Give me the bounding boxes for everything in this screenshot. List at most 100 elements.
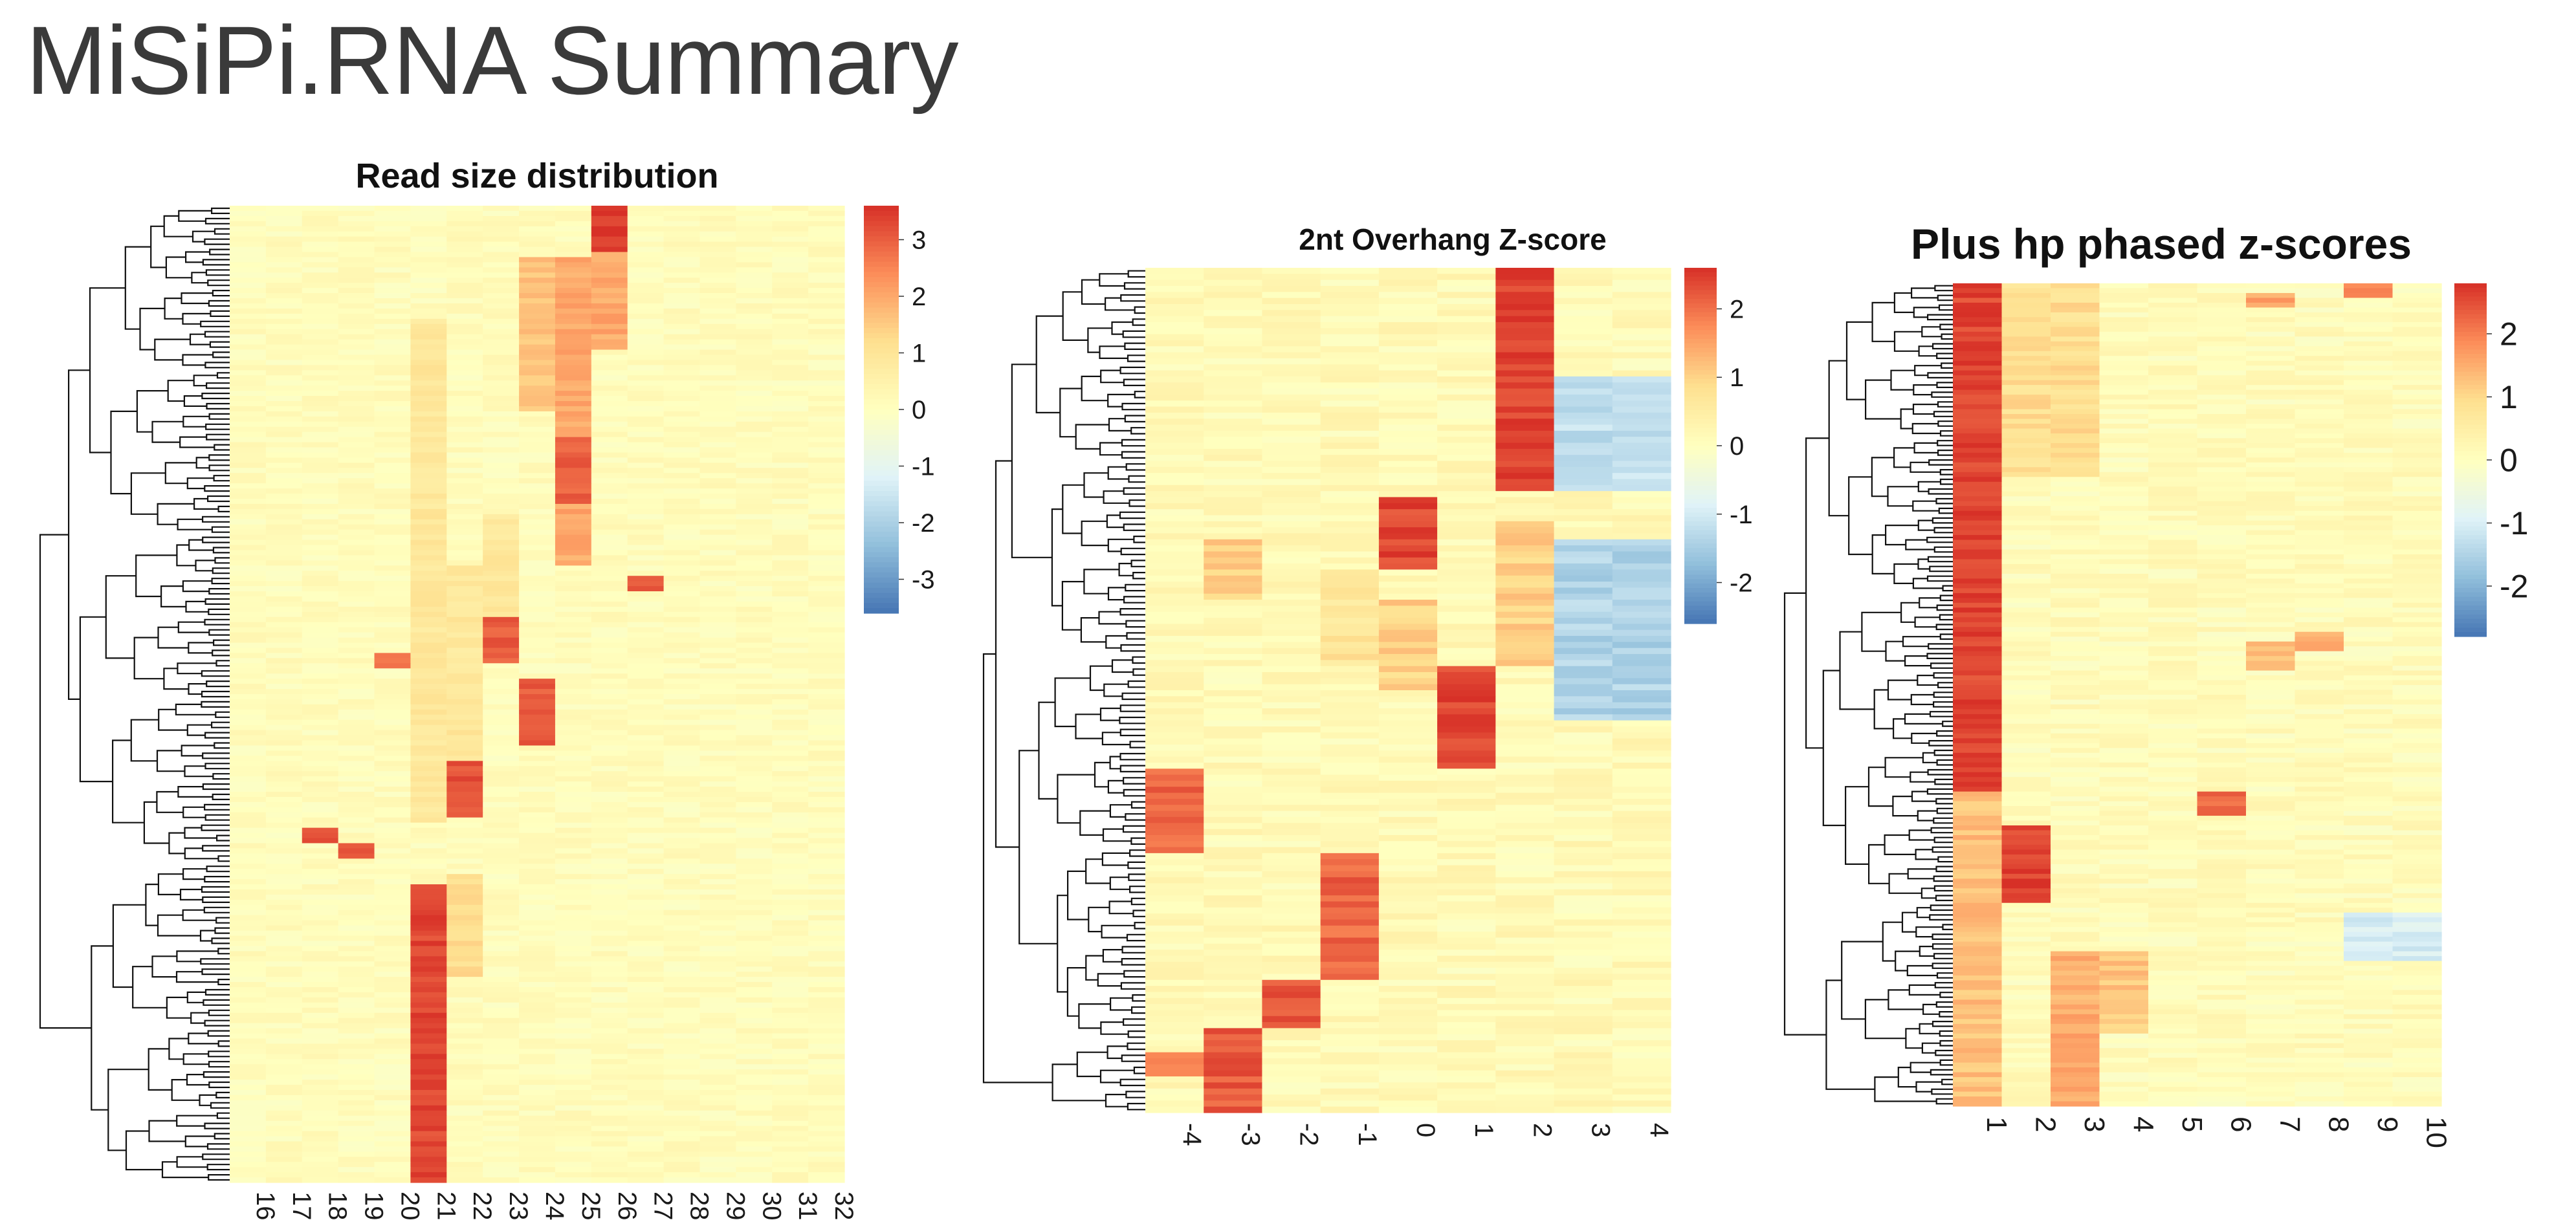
heatmap-cell xyxy=(699,719,736,726)
heatmap-cell xyxy=(302,766,339,772)
heatmap-cell xyxy=(591,889,628,895)
heatmap-cell xyxy=(230,858,267,864)
heatmap-cell xyxy=(1437,424,1496,431)
heatmap-cell xyxy=(374,740,412,746)
heatmap-cell xyxy=(736,766,773,772)
heatmap-cell xyxy=(446,375,483,381)
dendrogram-branch xyxy=(195,560,215,572)
heatmap-cell xyxy=(338,293,375,299)
heatmap-cell xyxy=(591,977,628,983)
heatmap-cell xyxy=(230,354,267,361)
heatmap-cell xyxy=(483,550,520,556)
heatmap-cell xyxy=(519,1157,556,1162)
overhang-row-dendrogram xyxy=(982,270,1145,1111)
heatmap-cell xyxy=(519,401,556,407)
heatmap-cell xyxy=(519,689,556,695)
heatmap-cell xyxy=(699,977,736,983)
heatmap-cell xyxy=(338,514,375,520)
heatmap-cell xyxy=(374,792,412,798)
heatmap-cell xyxy=(1437,455,1496,462)
heatmap-cell xyxy=(1437,871,1496,878)
heatmap-cell xyxy=(374,503,412,510)
heatmap-cell xyxy=(555,766,592,772)
heatmap-cell xyxy=(1495,303,1555,310)
heatmap-cell xyxy=(555,668,592,674)
heatmap-cell xyxy=(483,668,520,674)
dendrogram-branch xyxy=(184,1135,215,1148)
heatmap-cell xyxy=(265,421,303,428)
heatmap-cell xyxy=(663,1126,701,1132)
heatmap-cell xyxy=(1378,1106,1438,1113)
heatmap-cell xyxy=(1320,744,1380,751)
heatmap-cell xyxy=(265,494,303,499)
colorbar-swatch xyxy=(864,460,899,466)
heatmap-cell xyxy=(808,611,845,618)
heatmap-cell xyxy=(1554,509,1613,516)
heatmap-cell xyxy=(1612,509,1671,516)
heatmap-cell xyxy=(1437,376,1496,383)
dendrogram-branch xyxy=(89,287,126,453)
heatmap-cell xyxy=(772,874,809,880)
heatmap-cell xyxy=(338,987,375,993)
dendrogram-branch xyxy=(1125,813,1145,821)
heatmap-cell xyxy=(555,771,592,777)
heatmap-cell xyxy=(410,719,447,726)
heatmap-cell xyxy=(591,632,628,638)
heatmap-cell xyxy=(808,308,845,314)
heatmap-cell xyxy=(338,560,375,566)
heatmap-cell xyxy=(483,457,520,463)
dendrogram-branch xyxy=(1075,714,1103,739)
heatmap-cell xyxy=(591,642,628,649)
heatmap-cell xyxy=(627,1115,665,1122)
heatmap-cell xyxy=(338,401,375,407)
heatmap-cell xyxy=(699,766,736,772)
heatmap-cell xyxy=(1554,636,1613,642)
heatmap-cell xyxy=(1145,279,1204,287)
heatmap-cell xyxy=(410,463,447,468)
heatmap-cell xyxy=(1495,732,1555,739)
heatmap-cell xyxy=(627,961,665,967)
heatmap-cell xyxy=(410,606,447,613)
dendrogram-branch xyxy=(188,1032,219,1045)
heatmap-cell xyxy=(699,457,736,463)
heatmap-cell xyxy=(1612,895,1671,902)
heatmap-cell xyxy=(302,437,339,443)
heatmap-cell xyxy=(446,246,483,253)
heatmap-cell xyxy=(230,1028,267,1034)
heatmap-cell xyxy=(410,406,447,412)
heatmap-cell xyxy=(1554,1040,1613,1047)
heatmap-cell xyxy=(808,792,845,798)
heatmap-cell xyxy=(555,1120,592,1127)
heatmap-cell xyxy=(736,843,773,849)
heatmap-cell xyxy=(1437,509,1496,516)
heatmap-cell xyxy=(1378,1034,1438,1041)
dendrogram-branch xyxy=(1128,499,1145,507)
heatmap-cell xyxy=(699,833,736,839)
heatmap-cell xyxy=(338,745,375,752)
heatmap-cell xyxy=(519,416,556,422)
heatmap-cell xyxy=(374,622,412,628)
heatmap-cell xyxy=(374,1141,412,1147)
heatmap-cell xyxy=(555,278,592,283)
dendrogram-branch xyxy=(107,1069,149,1151)
colorbar-swatch xyxy=(864,582,899,589)
heatmap-cell xyxy=(1495,901,1555,908)
heatmap-cell xyxy=(410,1136,447,1142)
overhang-x-tick-label: -4 xyxy=(1178,1123,1206,1146)
heatmap-cell xyxy=(1204,358,1263,365)
heatmap-cell xyxy=(410,684,447,690)
heatmap-cell xyxy=(1378,466,1438,474)
colorbar-swatch xyxy=(1684,343,1717,349)
colorbar-swatch xyxy=(1684,294,1717,300)
heatmap-cell xyxy=(1320,515,1380,522)
heatmap-cell xyxy=(374,576,412,582)
heatmap-cell xyxy=(663,1177,701,1183)
heatmap-cell xyxy=(230,930,267,937)
dendrogram-branch xyxy=(1133,536,1145,543)
heatmap-cell xyxy=(1437,997,1496,1005)
heatmap-cell xyxy=(1262,792,1321,800)
heatmap-cell xyxy=(627,278,665,283)
heatmap-cell xyxy=(555,1136,592,1142)
heatmap-cell xyxy=(1378,738,1438,745)
heatmap-cell xyxy=(555,318,592,325)
